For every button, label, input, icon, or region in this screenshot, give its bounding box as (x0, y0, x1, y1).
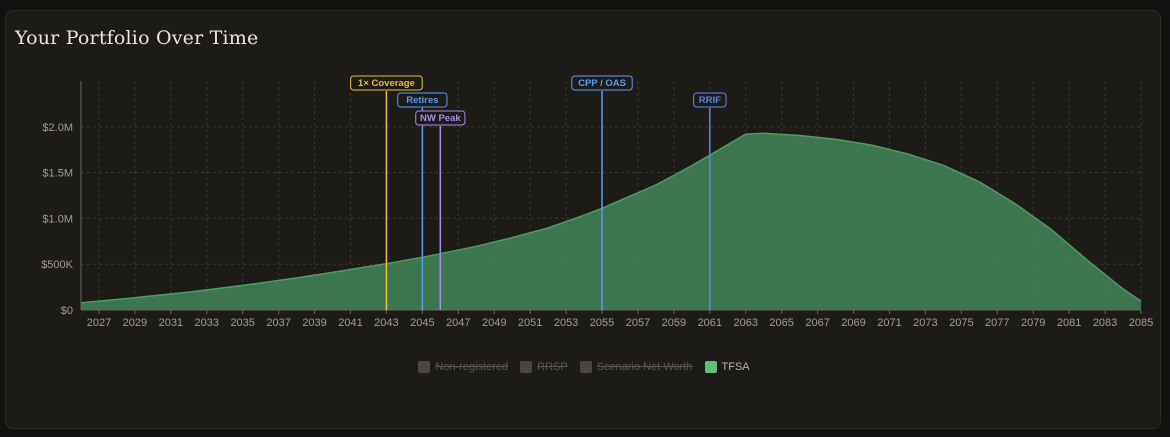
data-point (1140, 301, 1141, 302)
y-tick-label: $2.0M (42, 122, 73, 134)
event-label: 1× Coverage (350, 75, 423, 91)
x-tick-label: 2037 (266, 317, 290, 329)
legend-label: Non-registered (435, 361, 509, 373)
legend-swatch (579, 361, 592, 373)
legend-swatch (418, 361, 431, 373)
legend-swatch (520, 361, 533, 373)
data-point (979, 181, 980, 182)
x-tick-label: 2065 (769, 317, 793, 329)
chart-legend: Non-registered RRSP Scenario Net Worth TFSA (6, 361, 1162, 373)
data-point (548, 227, 549, 228)
data-point (116, 299, 117, 300)
event-label-box (693, 92, 727, 108)
x-tick-label: 2049 (482, 317, 506, 329)
x-tick-label: 2039 (302, 317, 326, 329)
data-point (583, 215, 584, 216)
event-label-text: NW Peak (420, 113, 461, 124)
x-tick-label: 2079 (1021, 317, 1045, 329)
data-point (260, 282, 261, 283)
data-point (1122, 288, 1123, 289)
x-tick-label: 2031 (159, 317, 183, 329)
x-tick-label: 2059 (662, 317, 686, 329)
data-point (224, 287, 225, 288)
x-tick-label: 2061 (698, 317, 722, 329)
portfolio-chart: $0 $500K $1.0M $1.5M $2.0M 2027 2029 2031 2033 20… (41, 75, 1153, 329)
legend-label: Scenario Net Worth (596, 361, 693, 373)
legend-label: TFSA (721, 361, 750, 373)
event-label-box (397, 92, 448, 108)
y-tick-label: $500K (41, 259, 73, 271)
line-series-tfsa (80, 132, 1142, 304)
data-point (763, 133, 764, 134)
event-label-text: 1× Coverage (358, 78, 415, 89)
x-tick-label: 2069 (841, 317, 865, 329)
x-tick-label: 2071 (877, 317, 901, 329)
data-point (332, 272, 333, 273)
x-tick-label: 2027 (87, 317, 111, 329)
legend-item-tfsa[interactable]: TFSA (704, 361, 750, 373)
data-point (1051, 229, 1052, 230)
event-label-box (571, 75, 633, 91)
data-point (799, 135, 800, 136)
event-label-box (415, 110, 466, 126)
x-tick-label: 2051 (518, 317, 542, 329)
area-series-tfsa (81, 133, 1141, 310)
x-tick-label: 2055 (590, 317, 614, 329)
x-tick-label: 2073 (913, 317, 937, 329)
event-label: RRIF (693, 92, 727, 108)
data-point (512, 237, 513, 238)
x-tick-label: 2045 (410, 317, 434, 329)
data-point (907, 153, 908, 154)
data-point (835, 139, 836, 140)
data-point (655, 184, 656, 185)
x-tick-label: 2081 (1057, 317, 1081, 329)
x-tick-label: 2067 (805, 317, 829, 329)
data-point (476, 246, 477, 247)
x-tick-label: 2075 (949, 317, 973, 329)
x-tick-label: 2043 (374, 317, 398, 329)
x-tick-label: 2063 (734, 317, 758, 329)
data-point (368, 266, 369, 267)
x-tick-label: 2083 (1093, 317, 1117, 329)
data-point (619, 200, 620, 201)
legend-item-scenario-net-worth[interactable]: Scenario Net Worth (579, 361, 693, 373)
data-point (1087, 259, 1088, 260)
y-tick-label: $1.5M (42, 168, 73, 180)
y-tick-label: $0 (61, 305, 73, 317)
data-point (296, 277, 297, 278)
legend-item-rrsp[interactable]: RRSP (520, 361, 568, 373)
x-tick-label: 2053 (554, 317, 578, 329)
x-tick-label: 2057 (626, 317, 650, 329)
data-point (727, 144, 728, 145)
x-tick-label: 2077 (985, 317, 1009, 329)
y-tick-label: $1.0M (42, 213, 73, 225)
x-tick-label: 2085 (1129, 317, 1153, 329)
portfolio-card: Your Portfolio Over Time $0 $500K $1.0M $1.… (5, 10, 1161, 429)
event-label-text: RRIF (699, 95, 721, 106)
event-label-text: Retires (406, 95, 438, 106)
event-label: NW Peak (415, 110, 466, 126)
x-tick-label: 2035 (230, 317, 254, 329)
data-point (1015, 203, 1016, 204)
x-tick-label: 2033 (195, 317, 219, 329)
event-label: CPP / OAS (571, 75, 633, 91)
data-point (404, 260, 405, 261)
data-point (188, 292, 189, 293)
event-label: Retires (397, 92, 448, 108)
legend-swatch (704, 361, 717, 373)
event-label-text: CPP / OAS (578, 78, 626, 89)
data-point (943, 165, 944, 166)
chart-title: Your Portfolio Over Time (15, 27, 259, 49)
data-point (745, 134, 746, 135)
legend-label: RRSP (537, 361, 568, 373)
x-tick-label: 2029 (123, 317, 147, 329)
event-label-box (350, 75, 423, 91)
x-tick-label: 2047 (446, 317, 470, 329)
data-point (152, 295, 153, 296)
data-point (871, 145, 872, 146)
data-point (691, 165, 692, 166)
x-tick-label: 2041 (338, 317, 362, 329)
legend-item-non-registered[interactable]: Non-registered (418, 361, 508, 373)
